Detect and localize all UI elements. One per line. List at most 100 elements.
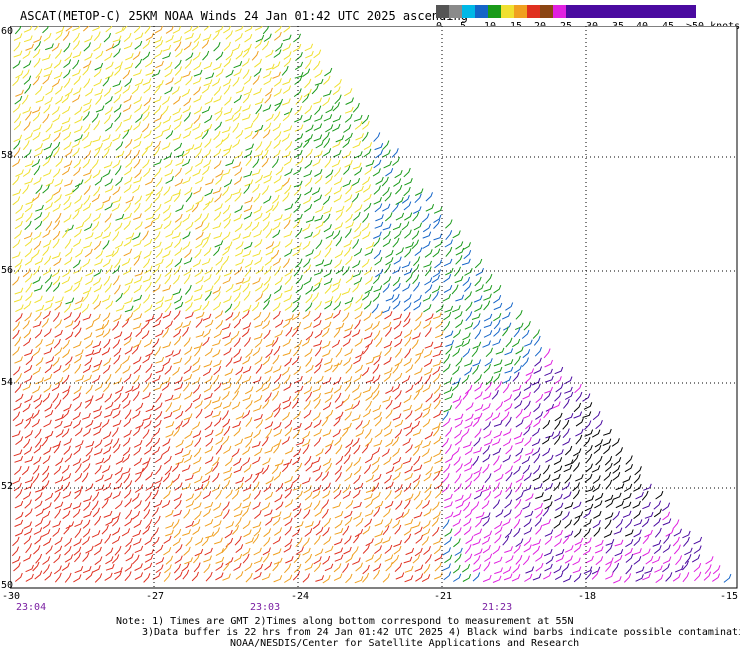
wind-barb (404, 336, 412, 347)
wind-barb (103, 357, 112, 367)
wind-barb (122, 104, 132, 112)
wind-barb (662, 502, 671, 512)
wind-barb (335, 400, 344, 409)
wind-barb (12, 175, 20, 186)
wind-barb (453, 538, 461, 548)
wind-barb (364, 428, 372, 439)
wind-barb (23, 438, 31, 449)
wind-barb (162, 142, 171, 150)
wind-barb (195, 196, 204, 205)
wind-barb (542, 464, 550, 475)
wind-barb (333, 385, 342, 394)
wind-barb (293, 180, 303, 188)
wind-barb (213, 382, 222, 392)
wind-barb (215, 320, 224, 330)
wind-barb (133, 457, 142, 467)
wind-barb (295, 537, 303, 548)
wind-barb (585, 485, 595, 493)
wind-barb (254, 510, 262, 519)
wind-barb (112, 80, 122, 88)
wind-barb (452, 564, 461, 574)
wind-barb (242, 547, 251, 557)
wind-barb (25, 110, 32, 121)
wind-barb (642, 573, 651, 581)
wind-barb (294, 213, 303, 222)
wind-barb (54, 319, 62, 329)
wind-barb (592, 411, 601, 421)
wind-barb (515, 447, 524, 457)
wind-barb (94, 231, 104, 240)
wind-barbs (11, 26, 732, 584)
wind-barb (564, 530, 574, 538)
wind-barb (384, 192, 392, 202)
wind-barb (204, 291, 212, 301)
wind-barb (145, 549, 154, 556)
wind-barb (553, 565, 562, 574)
wind-barb (52, 203, 61, 212)
wind-barb (245, 143, 254, 151)
wind-barb (372, 404, 382, 413)
wind-barb (434, 572, 443, 580)
wind-barb (362, 120, 370, 130)
wind-barb (154, 223, 163, 231)
wind-barb (311, 456, 321, 465)
wind-barb (542, 447, 551, 457)
wind-barb (231, 490, 240, 500)
wind-barb (354, 482, 364, 490)
wind-barb (182, 130, 192, 139)
wind-barb (653, 545, 662, 554)
wind-barb (271, 249, 280, 260)
wind-barb (141, 330, 150, 340)
wind-barb (202, 300, 210, 311)
wind-barb (583, 528, 591, 538)
wind-barb (253, 87, 262, 96)
wind-barb (83, 510, 92, 518)
wind-barb (41, 472, 50, 483)
wind-barb (473, 466, 482, 475)
wind-barb (242, 375, 252, 384)
wind-barb (92, 565, 101, 573)
wind-barb (52, 275, 61, 286)
wind-barb (181, 464, 191, 472)
wind-barb (423, 358, 433, 368)
wind-barb (43, 564, 50, 575)
wind-barb (32, 385, 41, 394)
wind-barb (31, 249, 40, 259)
wind-barb (525, 493, 534, 502)
wind-barb (314, 508, 323, 517)
wind-barb (212, 222, 222, 230)
wind-barb (194, 400, 203, 409)
wind-barb (315, 448, 324, 457)
wind-barb (201, 536, 210, 547)
wind-barb (143, 258, 151, 269)
wind-barb (204, 319, 214, 328)
wind-barb (34, 26, 39, 31)
wind-barb (303, 502, 313, 511)
wind-barb (464, 473, 473, 483)
wind-barb (204, 392, 213, 400)
wind-barb (192, 384, 201, 394)
wind-barb (482, 517, 490, 527)
wind-barb (185, 284, 192, 295)
wind-barb (384, 212, 393, 222)
wind-barb (22, 383, 32, 391)
wind-barb (133, 158, 141, 169)
wind-barb (402, 457, 412, 465)
wind-barb (72, 458, 82, 467)
wind-barb (134, 78, 144, 87)
wind-barb (303, 386, 313, 395)
wind-barb (103, 114, 112, 125)
wind-barb (52, 230, 61, 241)
wind-barb (124, 278, 134, 286)
wind-barb (284, 275, 292, 285)
wind-barb (202, 166, 210, 176)
wind-barb (482, 454, 491, 463)
wind-barb (155, 366, 165, 374)
wind-barb (152, 427, 161, 437)
wind-barb (465, 535, 474, 545)
wind-barb (43, 537, 52, 547)
wind-barb (115, 304, 125, 312)
wind-barb (474, 548, 483, 557)
wind-barb (161, 500, 171, 509)
colorbar-swatch (566, 5, 696, 18)
